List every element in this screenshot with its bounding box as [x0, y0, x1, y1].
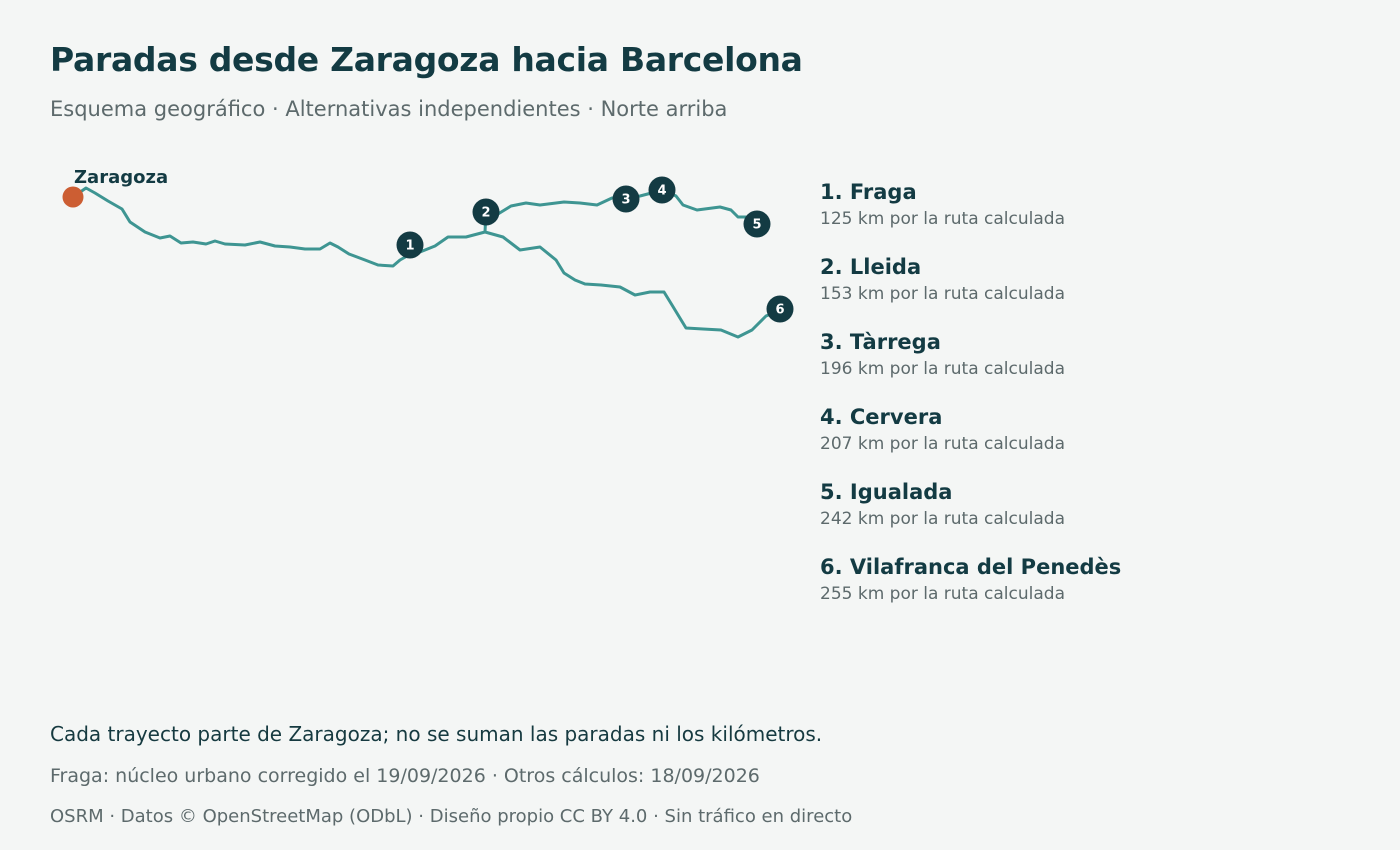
stop-marker-number: 2: [481, 206, 490, 221]
route-map: Zaragoza 1 2 3 4 5 6: [62, 167, 794, 339]
stop-marker-6[interactable]: 6: [766, 295, 794, 323]
stops-list: 1. Fraga 125 km por la ruta calculada 2.…: [820, 178, 1121, 628]
stop-marker-number: 4: [657, 184, 666, 199]
origin-label: Zaragoza: [74, 167, 168, 188]
stop-marker-number: 5: [752, 218, 761, 233]
stop-name: 1. Fraga: [820, 180, 917, 204]
stop-name: 5. Igualada: [820, 480, 953, 504]
stop-distance: 207 km por la ruta calculada: [820, 434, 1065, 454]
footer-credits: OSRM · Datos © OpenStreetMap (ODbL) · Di…: [50, 806, 853, 827]
stop-item: 3. Tàrrega 196 km por la ruta calculada: [820, 328, 1121, 403]
stop-name: 2. Lleida: [820, 255, 922, 279]
stop-item: 5. Igualada 242 km por la ruta calculada: [820, 478, 1121, 553]
stop-item: 2. Lleida 153 km por la ruta calculada: [820, 253, 1121, 328]
page-subtitle: Esquema geográfico · Alternativas indepe…: [50, 97, 728, 121]
stop-marker-number: 1: [405, 239, 414, 254]
stop-marker-2[interactable]: 2: [472, 198, 500, 226]
stop-item: 6. Vilafranca del Penedès 255 km por la …: [820, 553, 1121, 628]
footer-update: Fraga: núcleo urbano corregido el 19/09/…: [50, 765, 760, 787]
stop-marker-circle: [396, 231, 424, 259]
stop-marker-circle: [612, 185, 640, 213]
stop-marker-number: 3: [621, 193, 630, 208]
page-title: Paradas desde Zaragoza hacia Barcelona: [50, 40, 803, 79]
stop-marker-circle: [766, 295, 794, 323]
stop-name: 4. Cervera: [820, 405, 943, 429]
stop-marker-circle: [648, 176, 676, 204]
stop-marker-3[interactable]: 3: [612, 185, 640, 213]
stop-marker-5[interactable]: 5: [743, 210, 771, 238]
route-lines: [71, 186, 783, 339]
stop-distance: 196 km por la ruta calculada: [820, 359, 1065, 379]
stop-marker-4[interactable]: 4: [648, 176, 676, 204]
stop-item: 4. Cervera 207 km por la ruta calculada: [820, 403, 1121, 478]
stop-distance: 153 km por la ruta calculada: [820, 284, 1065, 304]
origin-marker: [62, 186, 84, 208]
stop-distance: 242 km por la ruta calculada: [820, 509, 1065, 529]
stop-name: 6. Vilafranca del Penedès: [820, 555, 1122, 579]
stop-name: 3. Tàrrega: [820, 330, 941, 354]
stop-marker-number: 6: [775, 303, 784, 318]
stop-item: 1. Fraga 125 km por la ruta calculada: [820, 178, 1121, 253]
footer-note: Cada trayecto parte de Zaragoza; no se s…: [50, 722, 823, 746]
route-main: [71, 186, 783, 339]
stop-marker-circle: [743, 210, 771, 238]
stop-marker-1[interactable]: 1: [396, 231, 424, 259]
stop-marker-circle: [472, 198, 500, 226]
stop-distance: 255 km por la ruta calculada: [820, 584, 1065, 604]
stop-distance: 125 km por la ruta calculada: [820, 209, 1065, 229]
